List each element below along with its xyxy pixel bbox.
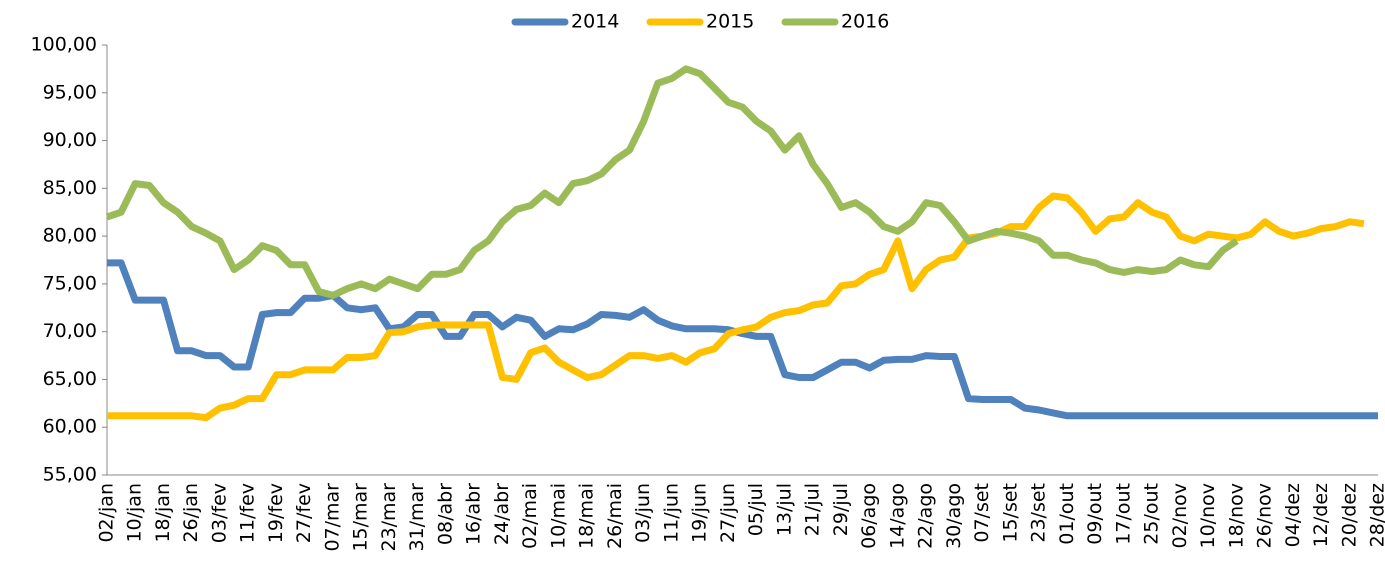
x-tick-label: 12/dez	[1310, 483, 1332, 547]
x-tick-label: 01/out	[1056, 483, 1078, 545]
legend-label: 2015	[706, 11, 754, 33]
x-tick-label: 07/mar	[321, 483, 343, 552]
y-tick-label: 65,00	[43, 368, 97, 390]
x-tick-label: 28/dez	[1367, 483, 1385, 547]
x-tick-label: 14/ago	[886, 483, 908, 549]
x-tick-label: 18/nov	[1225, 483, 1247, 549]
x-tick-label: 05/jul	[745, 483, 767, 536]
x-tick-label: 02/mai	[519, 483, 541, 549]
x-tick-label: 20/dez	[1338, 483, 1360, 547]
x-tick-label: 19/jun	[689, 483, 711, 543]
x-tick-label: 16/abr	[463, 483, 485, 545]
x-tick-label: 10/nov	[1197, 483, 1219, 549]
y-tick-label: 80,00	[43, 225, 97, 247]
x-tick-label: 27/fev	[293, 483, 315, 543]
x-tick-label: 11/jun	[660, 483, 682, 543]
y-tick-label: 85,00	[43, 177, 97, 199]
x-tick-label: 19/fev	[265, 483, 287, 543]
x-tick-label: 23/mar	[378, 483, 400, 552]
x-tick-label: 29/jul	[830, 483, 852, 536]
x-tick-label: 10/jan	[124, 483, 146, 543]
x-tick-label: 21/jul	[802, 483, 824, 536]
x-tick-label: 30/ago	[943, 483, 965, 549]
x-tick-label: 31/mar	[406, 483, 428, 552]
y-tick-label: 70,00	[43, 320, 97, 342]
x-tick-label: 02/jan	[96, 483, 118, 543]
x-tick-label: 26/mai	[604, 483, 626, 549]
x-tick-label: 13/jul	[773, 483, 795, 536]
legend-label: 2016	[841, 11, 889, 33]
x-tick-label: 08/abr	[434, 483, 456, 545]
x-tick-label: 25/out	[1141, 483, 1163, 545]
x-tick-label: 18/jan	[152, 483, 174, 543]
legend-label: 2014	[571, 11, 619, 33]
x-tick-label: 22/ago	[915, 483, 937, 549]
x-tick-label: 17/out	[1112, 483, 1134, 545]
x-tick-label: 09/out	[1084, 483, 1106, 545]
x-tick-label: 18/mai	[576, 483, 598, 549]
x-tick-label: 15/mar	[350, 483, 372, 552]
y-tick-label: 100,00	[31, 34, 97, 56]
x-tick-label: 27/jun	[717, 483, 739, 543]
line-series	[105, 65, 1239, 299]
y-tick-label: 90,00	[43, 129, 97, 151]
x-tick-label: 26/nov	[1254, 483, 1276, 549]
line-series	[107, 192, 1365, 422]
x-tick-label: 24/abr	[491, 483, 513, 545]
y-tick-label: 55,00	[43, 464, 97, 486]
x-tick-label: 11/fev	[237, 483, 259, 543]
x-tick-label: 23/set	[1028, 483, 1050, 543]
y-tick-label: 75,00	[43, 272, 97, 294]
x-tick-label: 07/set	[971, 483, 993, 543]
x-tick-label: 03/fev	[208, 483, 230, 543]
x-tick-label: 02/nov	[1169, 483, 1191, 549]
x-tick-label: 03/jun	[632, 483, 654, 543]
line-series	[107, 259, 1378, 420]
x-tick-label: 15/set	[999, 483, 1021, 543]
x-tick-label: 10/mai	[547, 483, 569, 549]
x-tick-label: 04/dez	[1282, 483, 1304, 547]
x-tick-label: 26/jan	[180, 483, 202, 543]
x-tick-label: 06/ago	[858, 483, 880, 549]
y-tick-label: 60,00	[43, 416, 97, 438]
y-tick-label: 95,00	[43, 81, 97, 103]
